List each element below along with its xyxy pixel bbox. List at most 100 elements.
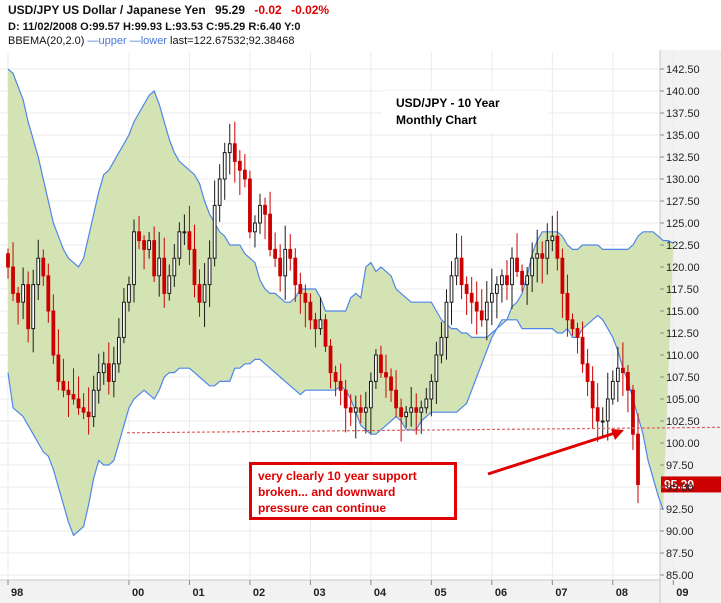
candle-body bbox=[585, 363, 590, 382]
candle-body bbox=[515, 257, 519, 272]
candle-body bbox=[429, 380, 434, 400]
candle-body bbox=[500, 275, 504, 286]
candle-body bbox=[116, 336, 121, 365]
candle-body bbox=[505, 275, 509, 286]
candle-body bbox=[464, 284, 469, 294]
candle-body bbox=[253, 222, 257, 233]
candle-body bbox=[86, 411, 91, 418]
candle-body bbox=[127, 284, 131, 303]
annotation-line-2: broken... and downward bbox=[258, 485, 396, 499]
candle-body bbox=[343, 389, 348, 409]
candle-body bbox=[605, 398, 610, 422]
candle-body bbox=[283, 248, 288, 277]
candle-body bbox=[298, 284, 303, 294]
x-tick-label: 07 bbox=[555, 587, 567, 599]
candle-body bbox=[157, 257, 162, 277]
candle-body bbox=[449, 275, 454, 303]
candle-body bbox=[323, 319, 328, 347]
candle-body bbox=[152, 240, 157, 277]
candle-body bbox=[535, 253, 540, 259]
candle-body bbox=[338, 380, 343, 391]
candle-body bbox=[404, 411, 409, 418]
x-tick-label: 05 bbox=[434, 587, 446, 599]
candle-body bbox=[409, 407, 414, 413]
candle-body bbox=[66, 389, 71, 396]
candle-body bbox=[212, 204, 217, 259]
candle-body bbox=[358, 407, 363, 413]
y-tick-label: 125.00 bbox=[666, 218, 700, 230]
candle-body bbox=[600, 420, 605, 423]
candle-body bbox=[580, 336, 585, 365]
candle-body bbox=[590, 380, 595, 409]
candle-body bbox=[263, 204, 267, 215]
x-axis-panel bbox=[0, 580, 660, 603]
y-tick-label: 130.00 bbox=[666, 174, 700, 186]
candle-body bbox=[328, 345, 333, 374]
candle-body bbox=[565, 292, 570, 321]
candle-body bbox=[525, 275, 530, 286]
candle-body bbox=[177, 231, 182, 259]
candle-body bbox=[101, 363, 106, 374]
annotation-line-1: very clearly 10 year support bbox=[258, 469, 417, 483]
candle-body bbox=[374, 354, 378, 382]
candle-body bbox=[46, 275, 51, 312]
y-tick-label: 97.50 bbox=[666, 460, 694, 472]
candle-body bbox=[444, 301, 449, 338]
candle-body bbox=[424, 398, 429, 409]
candle-body bbox=[620, 367, 625, 374]
candle-body bbox=[288, 248, 293, 259]
candle-body bbox=[313, 319, 318, 330]
annotation-line-3: pressure can continue bbox=[258, 501, 387, 515]
candle-body bbox=[469, 292, 474, 303]
candle-body bbox=[389, 376, 393, 391]
candle-body bbox=[217, 178, 222, 206]
candle-body bbox=[111, 363, 116, 382]
candle-body bbox=[510, 257, 514, 286]
candle-body bbox=[414, 407, 419, 413]
indicator-name: BBEMA(20,2.0) bbox=[8, 35, 85, 47]
bollinger-band-fill bbox=[8, 69, 674, 536]
candle-body bbox=[384, 372, 388, 378]
candle-body bbox=[21, 284, 26, 303]
candle-body bbox=[560, 257, 565, 294]
chart-title-line-1: USD/JPY - 10 Year bbox=[396, 96, 500, 110]
y-axis-panel bbox=[660, 50, 721, 603]
y-tick-label: 122.50 bbox=[666, 240, 700, 252]
candle-body bbox=[379, 354, 383, 374]
candle-body bbox=[71, 394, 76, 400]
candle-body bbox=[278, 257, 283, 277]
candle-body bbox=[26, 284, 31, 330]
candle-body bbox=[187, 231, 192, 250]
candle-body bbox=[268, 213, 272, 250]
candle-body bbox=[439, 336, 444, 356]
y-tick-label: 87.50 bbox=[666, 548, 694, 560]
last-price-label: 95.29 bbox=[664, 477, 694, 491]
candle-body bbox=[182, 231, 187, 234]
candle-body bbox=[474, 301, 479, 312]
upper-band-label: —upper bbox=[87, 35, 127, 47]
candle-body bbox=[242, 169, 247, 180]
y-tick-label: 95.00 bbox=[666, 482, 694, 494]
candle-body bbox=[96, 372, 101, 391]
y-tick-label: 142.50 bbox=[666, 64, 700, 76]
x-tick-label: 08 bbox=[616, 587, 628, 599]
candle-body bbox=[293, 257, 298, 286]
candle-body bbox=[6, 253, 10, 268]
candle-body bbox=[368, 380, 373, 409]
x-tick-label: 00 bbox=[132, 587, 144, 599]
x-tick-label: 03 bbox=[313, 587, 325, 599]
candle-body bbox=[540, 253, 545, 259]
candle-body bbox=[631, 389, 635, 435]
symbol-name: USD/JPY US Dollar / Japanese Yen bbox=[8, 3, 206, 17]
candle-body bbox=[494, 284, 499, 294]
candle-body bbox=[11, 266, 15, 294]
candle-body bbox=[207, 257, 212, 286]
candle-body bbox=[419, 407, 424, 413]
candle-body bbox=[610, 380, 615, 400]
candle-body bbox=[227, 143, 232, 154]
candle-body bbox=[202, 284, 207, 303]
chart-title-box: USD/JPY - 10 Year Monthly Chart bbox=[382, 91, 548, 133]
candle-body bbox=[626, 372, 630, 391]
